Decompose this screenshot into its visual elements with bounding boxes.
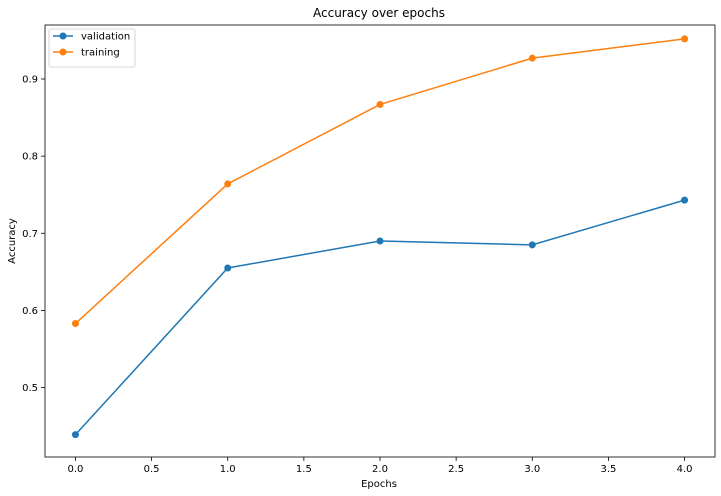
x-tick-label: 1.0 xyxy=(220,464,236,475)
y-tick-label: 0.5 xyxy=(22,383,38,394)
legend-item-validation: validation xyxy=(53,32,130,43)
y-tick-label: 0.8 xyxy=(22,152,38,163)
y-tick-label: 0.9 xyxy=(22,75,38,86)
data-point xyxy=(376,237,384,245)
series-layer xyxy=(71,35,689,439)
legend-box xyxy=(48,28,136,68)
data-point xyxy=(528,54,536,62)
legend-item-training: training xyxy=(53,48,120,59)
x-tick-label: 4.0 xyxy=(677,464,693,475)
data-point xyxy=(71,320,79,328)
chart-title: Accuracy over epochs xyxy=(313,6,445,20)
legend: validation training xyxy=(48,28,136,68)
data-point xyxy=(681,35,689,43)
legend-label: training xyxy=(81,48,120,59)
x-tick-label: 0.0 xyxy=(68,464,84,475)
data-point xyxy=(681,196,689,204)
y-axis-ticks: 0.5 0.6 0.7 0.8 0.9 xyxy=(22,75,45,394)
y-tick-label: 0.7 xyxy=(22,229,38,240)
legend-marker xyxy=(59,32,67,40)
data-point xyxy=(71,431,79,439)
data-point xyxy=(224,264,232,272)
x-tick-label: 0.5 xyxy=(144,464,160,475)
x-axis-label: Epochs xyxy=(361,479,397,490)
data-point xyxy=(528,241,536,249)
x-tick-label: 1.5 xyxy=(296,464,312,475)
y-axis-label: Accuracy xyxy=(7,218,18,264)
legend-marker xyxy=(59,48,67,56)
legend-label: validation xyxy=(81,32,130,43)
y-tick-label: 0.6 xyxy=(22,306,38,317)
plot-frame xyxy=(44,24,716,458)
data-point xyxy=(376,100,384,108)
series-validation xyxy=(71,196,689,439)
x-tick-label: 3.0 xyxy=(524,464,540,475)
x-axis-ticks: 0.0 0.5 1.0 1.5 2.0 2.5 3.0 3.5 4.0 xyxy=(68,457,693,475)
data-point xyxy=(224,180,232,188)
x-tick-label: 2.0 xyxy=(372,464,388,475)
x-tick-label: 3.5 xyxy=(600,464,616,475)
x-tick-label: 2.5 xyxy=(448,464,464,475)
series-training xyxy=(71,35,689,328)
